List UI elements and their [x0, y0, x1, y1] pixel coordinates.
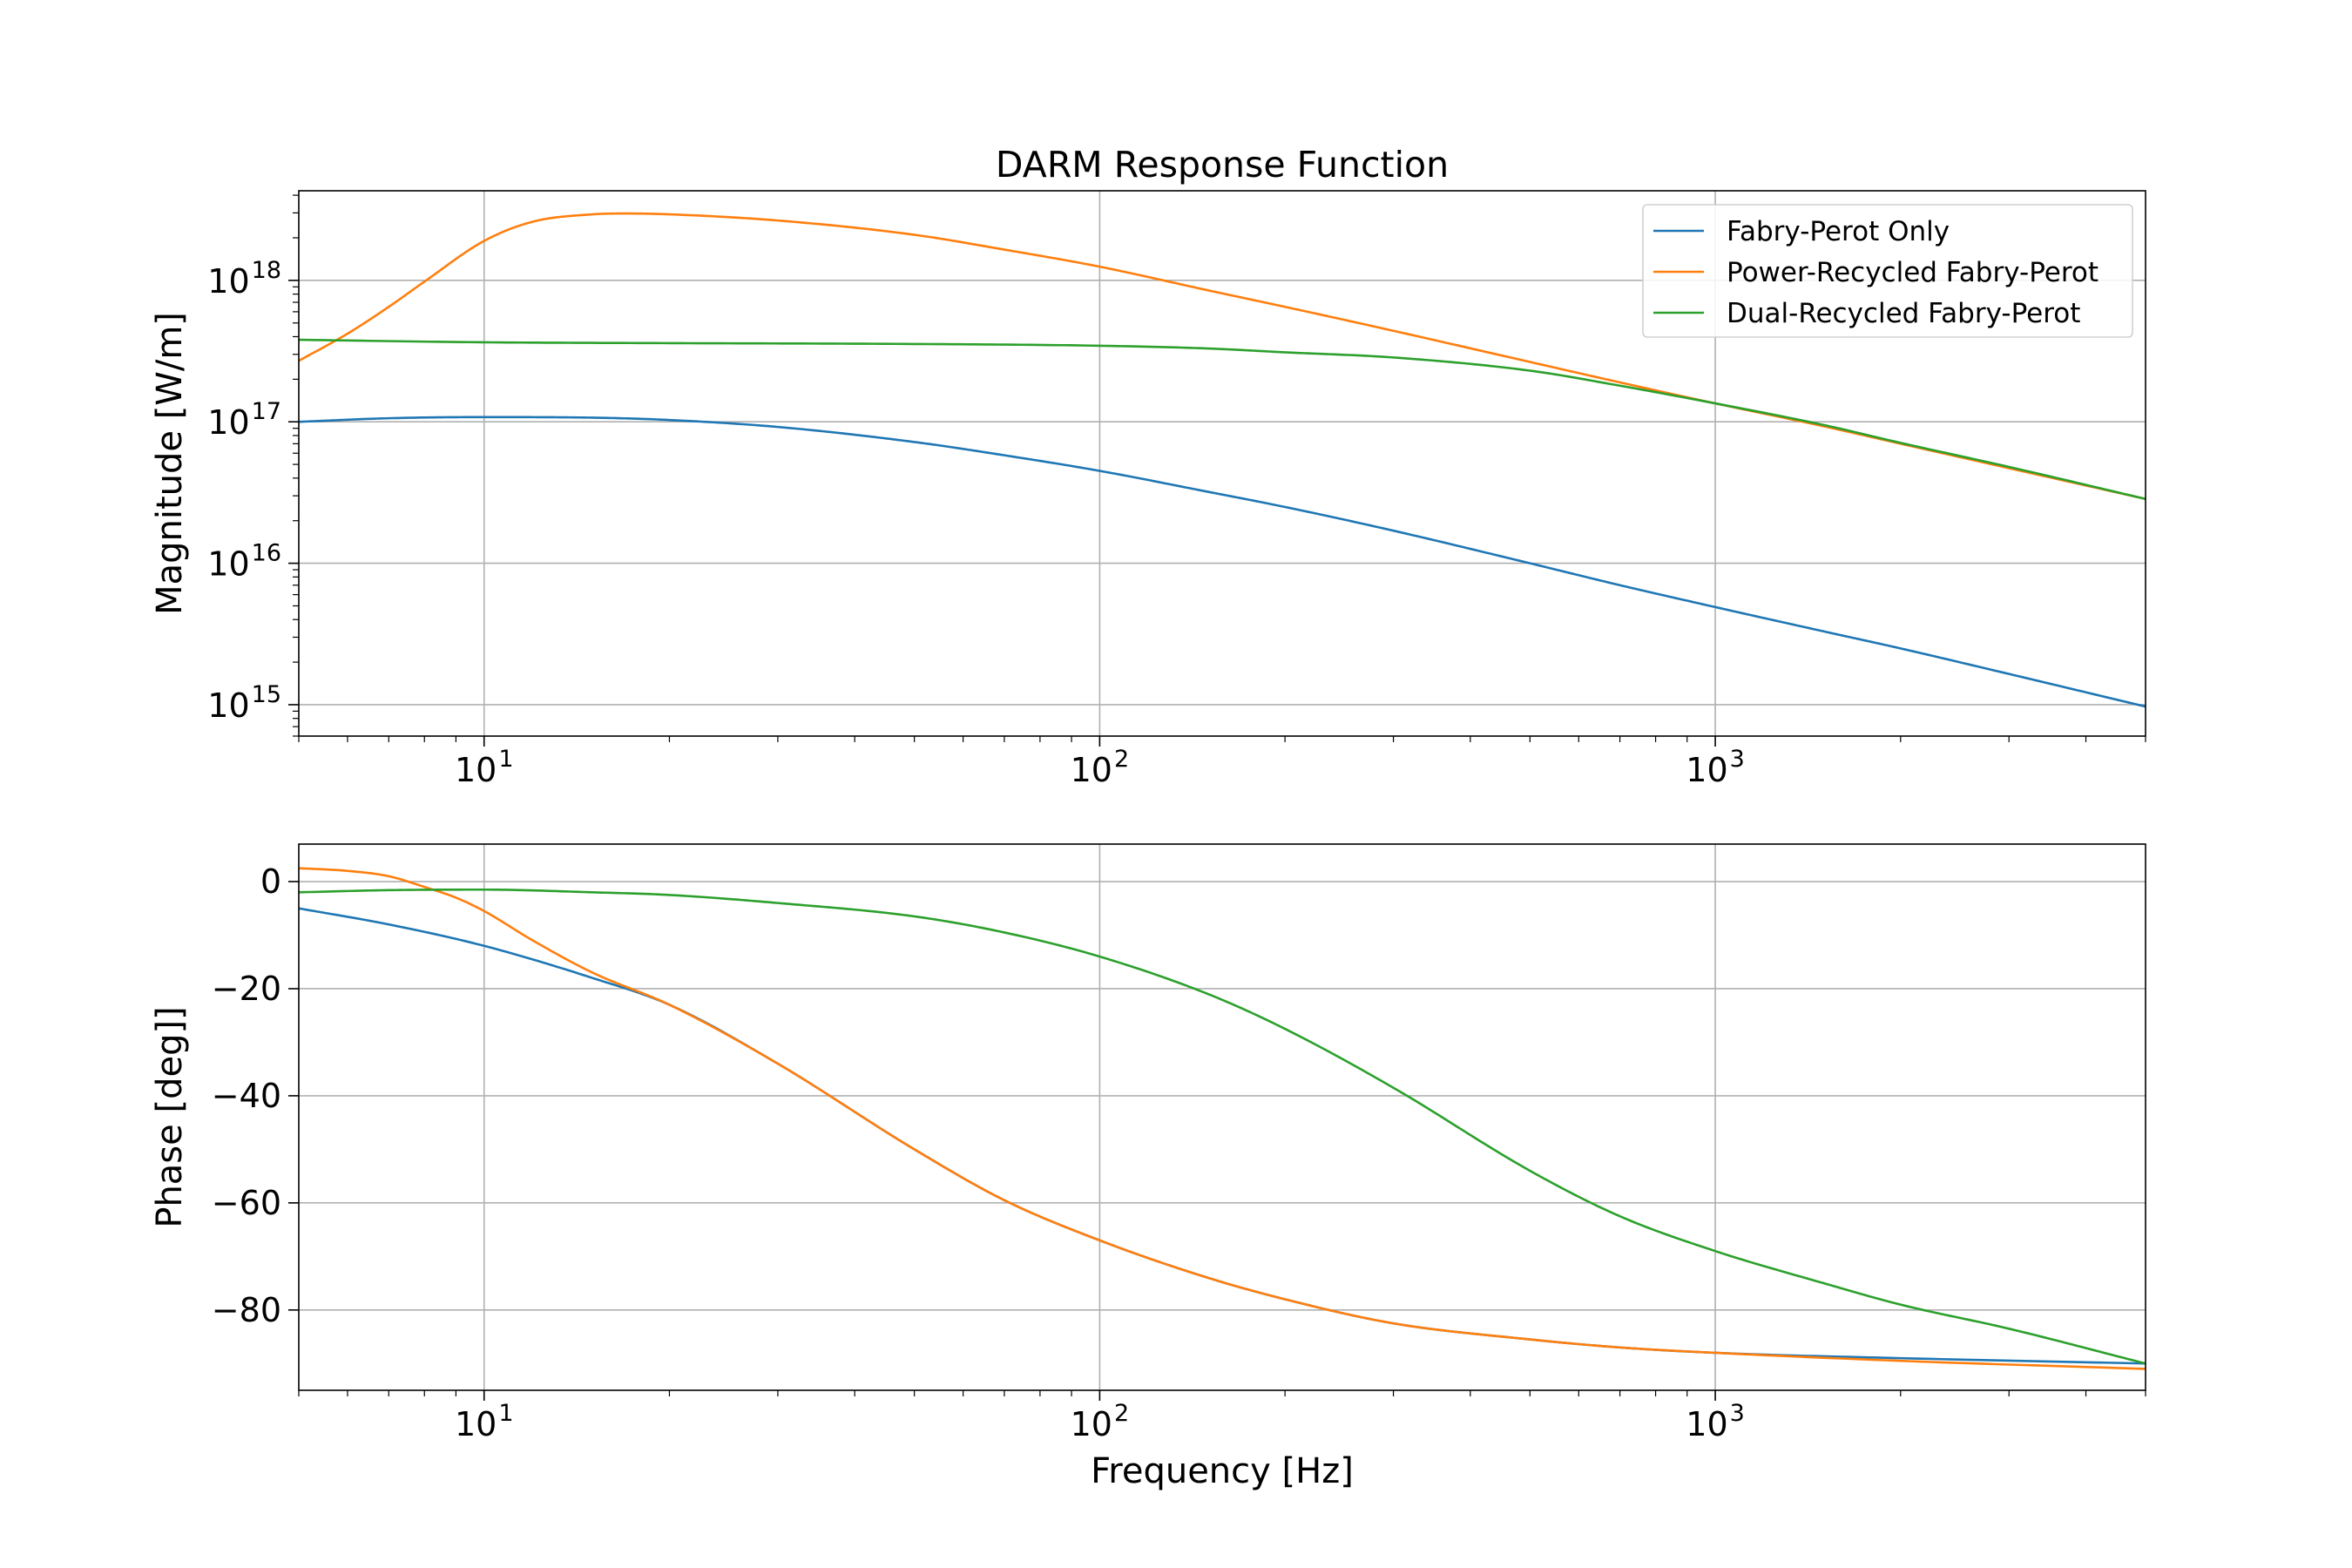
y-tick-label: −40 [212, 1077, 281, 1115]
y-tick-exponent: 16 [252, 540, 281, 567]
x-tick-exponent: 1 [498, 746, 513, 773]
y-tick-exponent: 15 [252, 681, 281, 708]
x-tick-label: 10 3 [1686, 746, 1745, 789]
series-line-dual-recycled-fabry-perot [299, 888, 2146, 1365]
y-tick-label: −80 [212, 1291, 281, 1329]
y-tick-label: 10 16 [207, 540, 281, 584]
plot-area [299, 844, 2146, 1390]
y-tick-base: 10 [207, 545, 249, 584]
series-group [299, 867, 2146, 1370]
legend-box [1642, 204, 2133, 338]
y-tick-label: 10 18 [207, 257, 281, 301]
axes-frame [298, 190, 2146, 737]
y-tick-label: 10 15 [207, 681, 281, 725]
legend-label-dual-recycled-fabry-perot: Dual-Recycled Fabry-Perot [1727, 298, 2080, 329]
y-tick-exponent: 18 [252, 257, 281, 284]
x-tick-label: 10 1 [455, 1400, 514, 1443]
x-tick-base: 10 [1686, 1405, 1727, 1443]
x-axis-label: Frequency [Hz] [1091, 1451, 1354, 1491]
y-tick-label: 10 17 [207, 398, 281, 442]
series-group [299, 212, 2146, 708]
x-tick-base: 10 [1071, 751, 1112, 789]
legend-label-fabry-perot-only: Fabry-Perot Only [1727, 216, 1950, 247]
x-tick-base: 10 [1686, 751, 1727, 789]
x-tick-label: 10 2 [1071, 746, 1130, 789]
x-tick-base: 10 [455, 751, 497, 789]
axes-frame [298, 843, 2146, 1391]
x-tick-exponent: 3 [1730, 1400, 1745, 1427]
y-tick-label: 0 [260, 862, 281, 901]
legend: Fabry-Perot Only Power-Recycled Fabry-Per… [1642, 204, 2133, 338]
series-line-fabry-perot-only [299, 416, 2146, 708]
y-tick-base: 10 [207, 686, 249, 725]
y-tick-base: 10 [207, 403, 249, 442]
y-tick-label: −60 [212, 1184, 281, 1222]
y-axis-label: Phase [deg]] [150, 1006, 190, 1227]
x-tick-base: 10 [1071, 1405, 1112, 1443]
series-line-dual-recycled-fabry-perot [299, 338, 2146, 501]
x-tick-label: 10 1 [455, 746, 514, 789]
x-tick-exponent: 2 [1114, 1400, 1129, 1427]
x-tick-label: 10 2 [1071, 1400, 1130, 1443]
y-tick-exponent: 17 [252, 398, 281, 425]
y-axis-label: Magnitude [W/m] [150, 312, 190, 615]
x-tick-label: 10 3 [1686, 1400, 1745, 1443]
y-tick-base: 10 [207, 262, 249, 301]
x-tick-exponent: 3 [1730, 746, 1745, 773]
chart-title: DARM Response Function [996, 144, 1449, 186]
y-tick-label: −20 [212, 970, 281, 1008]
x-tick-base: 10 [455, 1405, 497, 1443]
legend-label-power-recycled-fabry-perot: Power-Recycled Fabry-Perot [1727, 257, 2099, 288]
x-tick-exponent: 1 [498, 1400, 513, 1427]
x-tick-exponent: 2 [1114, 746, 1129, 773]
